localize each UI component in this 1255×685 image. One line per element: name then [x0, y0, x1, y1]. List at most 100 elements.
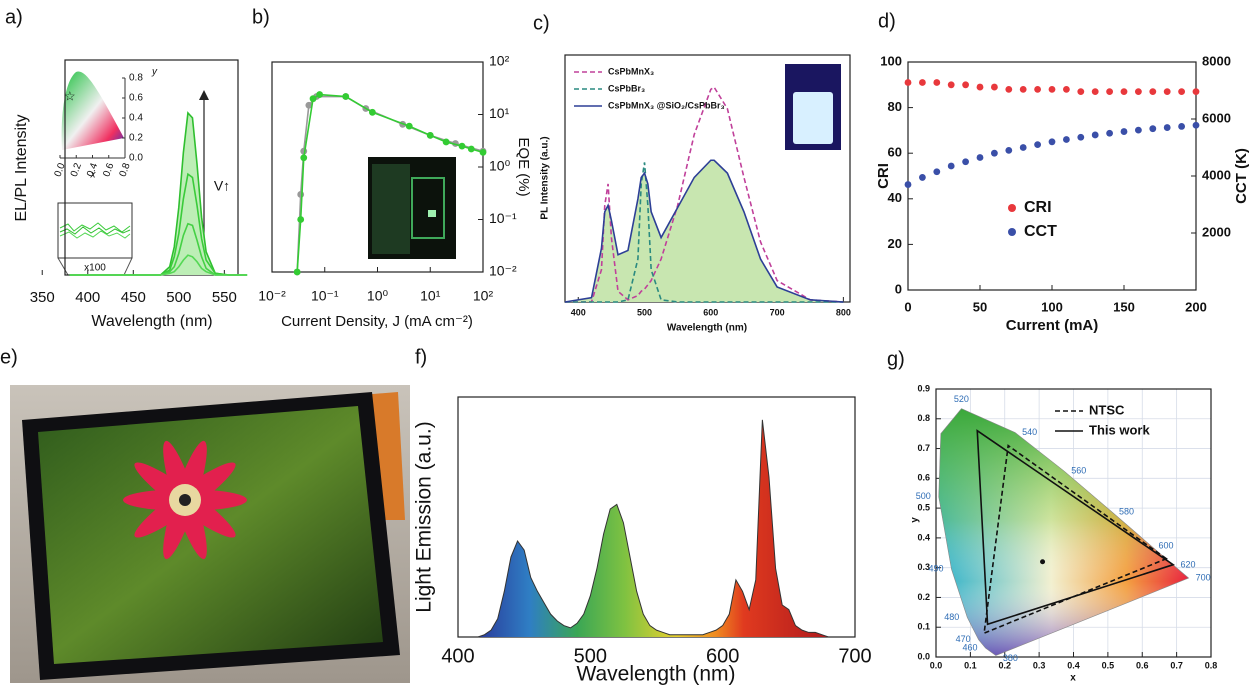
marker	[305, 101, 313, 109]
x-tick-label: 0.0	[930, 660, 943, 670]
wavelength-label: 500	[916, 491, 931, 501]
arrow-head	[199, 90, 209, 100]
legend-label: CsPbMnX₃ @SiO₂/CsPbBr₃	[608, 100, 725, 110]
inset-star: ☆	[64, 88, 76, 103]
marker	[1192, 121, 1200, 129]
inset-y-label: y	[151, 67, 158, 78]
y2-tick-label: 2000	[1202, 224, 1231, 239]
x-tick-label: 10⁰	[367, 288, 389, 304]
legend-label: NTSC	[1089, 402, 1125, 417]
marker	[904, 181, 912, 188]
marker	[1120, 128, 1128, 135]
plot-frame	[935, 388, 1212, 658]
y-tick-label: 0.0	[917, 651, 930, 661]
x-tick-label: 0	[904, 299, 911, 314]
area	[69, 112, 248, 275]
marker	[1005, 85, 1013, 93]
white-point	[1040, 559, 1046, 565]
marker	[1149, 125, 1157, 133]
marker	[933, 79, 941, 86]
area	[565, 160, 844, 302]
series-line	[69, 254, 248, 276]
marker	[1135, 88, 1142, 96]
wavelength-label: 580	[1119, 506, 1134, 516]
marker	[1178, 88, 1185, 96]
zoom-line	[123, 257, 133, 276]
y-tick-label: 0.3	[917, 562, 930, 572]
marker	[467, 145, 475, 153]
x-tick-label: 700	[838, 645, 871, 667]
marker	[479, 148, 487, 156]
marker	[1106, 88, 1113, 96]
y-axis-label: CRI	[875, 163, 892, 189]
y-axis-label: PL Intensity (a.u.)	[540, 136, 551, 219]
y-tick-label: 0.6	[917, 473, 930, 483]
x-tick-label: 0.8	[1205, 660, 1218, 670]
marker	[1163, 88, 1171, 96]
y2-tick-label: 4000	[1202, 167, 1231, 182]
y-tick-label: 80	[888, 99, 902, 114]
marker	[1048, 85, 1056, 93]
inset-photo-part	[411, 177, 445, 239]
inset-y-tick-label: 0.4	[129, 113, 143, 124]
marker	[976, 83, 984, 91]
x-axis-label: Wavelength (nm)	[576, 663, 735, 685]
y-tick-label: 0.7	[917, 443, 930, 453]
y-tick-label: 0	[895, 281, 902, 296]
marker	[309, 95, 317, 103]
inset-x-tick-label: 0.8	[118, 161, 133, 178]
y-tick-label: 0.4	[917, 532, 930, 542]
marker	[1019, 85, 1027, 93]
series-line	[565, 162, 844, 303]
marker	[342, 93, 350, 100]
x-tick-label: 0.1	[964, 660, 977, 670]
marker	[1063, 136, 1070, 143]
x-tick-label: 10⁻¹	[311, 288, 339, 304]
y-tick-label: 0.2	[917, 592, 930, 602]
marker	[962, 158, 969, 166]
display-screen	[38, 406, 383, 664]
photo	[10, 385, 410, 683]
plot-frame	[271, 61, 484, 273]
marker	[1063, 85, 1070, 93]
marker	[1120, 88, 1128, 96]
y-axis-label: Light Emission (a.u.)	[413, 421, 436, 612]
legend-label: CRI	[1024, 199, 1052, 216]
x-tick-label: 0.6	[1136, 660, 1149, 670]
wavelength-label: 620	[1181, 560, 1196, 570]
plot-frame	[907, 61, 1197, 291]
y-axis-label: EQE (%)	[515, 137, 532, 196]
marker	[1005, 146, 1013, 154]
panel-label: c)	[533, 12, 550, 34]
marker	[962, 81, 969, 89]
x-tick-label: 600	[706, 645, 739, 667]
inset-x-tick-label: 0.0	[53, 161, 68, 178]
marker	[368, 108, 376, 116]
marker	[933, 168, 941, 176]
inset-y-tick-label: 0.8	[129, 73, 143, 84]
x-tick-label: 0.7	[1170, 660, 1183, 670]
y-tick-label: 0.8	[917, 413, 930, 423]
wavelength-label: 520	[954, 394, 969, 404]
y-tick-label: 0.5	[917, 502, 930, 512]
y-tick-label: 10²	[489, 53, 510, 69]
noise-line	[59, 222, 131, 233]
panel-label: b)	[252, 6, 270, 28]
marker	[1077, 133, 1085, 141]
x-tick-label: 400	[75, 289, 100, 306]
y-tick-label: 10⁰	[489, 158, 511, 174]
inset-x-tick-label: 0.4	[85, 161, 100, 178]
legend-label: CsPbMnX₃	[608, 66, 654, 76]
marker	[947, 162, 955, 170]
panel-label: f)	[415, 346, 427, 368]
annotation: V↑	[214, 178, 230, 194]
marker	[991, 83, 998, 91]
y-tick-label: 40	[888, 190, 902, 205]
marker	[300, 154, 308, 162]
inset-x-tick-label: 0.6	[101, 161, 116, 178]
wavelength-label: 490	[928, 564, 943, 574]
locus-shade	[938, 408, 1190, 656]
inset-gamut	[61, 71, 124, 150]
marker	[1178, 123, 1185, 130]
